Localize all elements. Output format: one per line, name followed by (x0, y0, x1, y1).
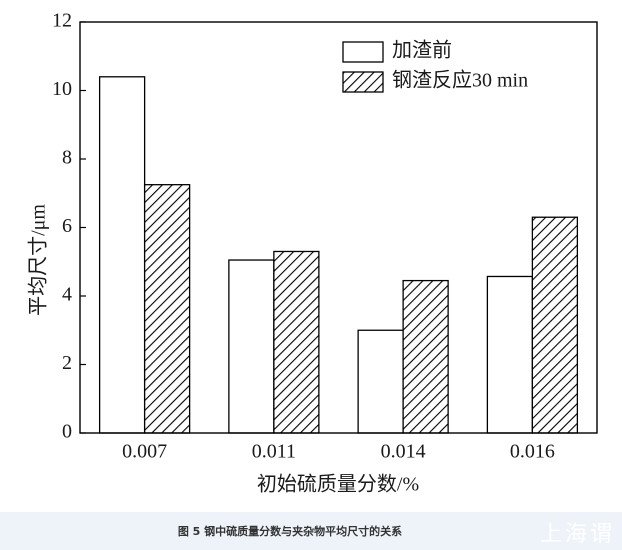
bar (531, 216, 579, 434)
y-tick-label: 4 (62, 284, 72, 306)
y-axis-label: 平均尺寸/μm (27, 204, 50, 316)
y-tick-label: 10 (52, 78, 72, 100)
bar (486, 275, 534, 434)
x-tick-label: 0.016 (510, 441, 555, 463)
chart: 平均尺寸/μm 初始硫质量分数/% 0 2 4 6 8 10 12 0.007 0.011 0.0… (27, 10, 598, 496)
bar (357, 329, 404, 434)
y-tick-label: 0 (62, 421, 72, 443)
legend-swatch (342, 71, 384, 93)
bar (273, 250, 320, 434)
x-tick-label: 0.007 (122, 441, 167, 463)
caption-bar (0, 512, 622, 550)
y-tick-label: 12 (52, 10, 72, 32)
bar (228, 259, 275, 434)
x-axis-label: 初始硫质量分数/% (257, 473, 419, 496)
bar (143, 184, 191, 434)
x-tick-label: 0.014 (381, 441, 426, 463)
watermark: 上海谓 (540, 522, 616, 547)
plot-frame (79, 21, 598, 434)
bar (98, 76, 146, 434)
legend-swatch (342, 41, 384, 63)
x-tick-label: 0.011 (252, 441, 296, 463)
bar (402, 279, 449, 434)
y-tick-label: 8 (62, 147, 72, 169)
legend-label: 钢渣反应30 min (392, 69, 528, 92)
caption: 图 5 钢中硫质量分数与夹杂物平均尺寸的关系 (177, 525, 403, 538)
y-tick-label: 6 (62, 215, 72, 237)
legend-label: 加渣前 (392, 39, 452, 62)
y-tick-label: 2 (62, 352, 72, 374)
